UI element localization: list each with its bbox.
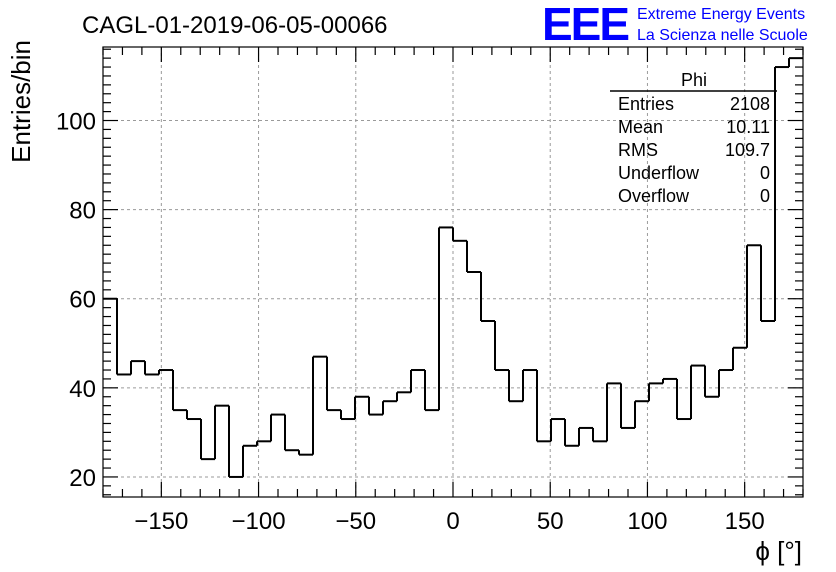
x-axis-label: ϕ [°] bbox=[755, 536, 802, 566]
x-tick-label: −150 bbox=[134, 508, 188, 535]
stats-title: Phi bbox=[681, 70, 707, 90]
x-tick-label: −100 bbox=[232, 508, 286, 535]
y-tick-label: 20 bbox=[69, 465, 96, 492]
eee-logo-letters: EEE bbox=[542, 0, 628, 50]
stats-row-label: Overflow bbox=[618, 186, 690, 206]
x-tick-label: 50 bbox=[537, 508, 564, 535]
x-tick-label: −50 bbox=[335, 508, 376, 535]
x-tick-label: 0 bbox=[446, 508, 459, 535]
stats-row-value: 0 bbox=[760, 163, 770, 183]
stats-row-value: 2108 bbox=[730, 94, 770, 114]
stats-row-label: Underflow bbox=[618, 163, 700, 183]
stats-row-label: Entries bbox=[618, 94, 674, 114]
y-tick-label: 60 bbox=[69, 287, 96, 314]
y-tick-label: 100 bbox=[56, 109, 96, 136]
logo-line-1: Extreme Energy Events bbox=[637, 6, 805, 23]
logo-line-2: La Scienza nelle Scuole bbox=[637, 27, 808, 44]
stats-row-label: RMS bbox=[618, 140, 658, 160]
x-tick-label: 100 bbox=[627, 508, 667, 535]
y-tick-label: 80 bbox=[69, 198, 96, 225]
stats-row-value: 0 bbox=[760, 186, 770, 206]
stats-row-value: 109.7 bbox=[725, 140, 770, 160]
stats-row-value: 10.11 bbox=[726, 117, 770, 137]
eee-logo: EEE Extreme Energy Events La Scienza nel… bbox=[542, 0, 808, 50]
axes-layer: −150 −100 −50 0 50 100 150 20 40 60 80 100 bbox=[56, 46, 804, 535]
stats-row-label: Mean bbox=[618, 117, 663, 137]
stats-rows: Entries 2108 Mean 10.11 RMS 109.7 Underflow 0 Ov… bbox=[618, 94, 770, 206]
stats-box: Phi Entries 2108 Mean 10.11 RMS 109.7 Underflo… bbox=[610, 70, 777, 206]
grid-layer bbox=[103, 47, 803, 497]
y-tick-label: 40 bbox=[69, 376, 96, 403]
x-tick-label: 150 bbox=[725, 508, 765, 535]
y-axis-label: Entries/bin bbox=[6, 40, 36, 163]
chart-title: CAGL-01-2019-06-05-00066 bbox=[82, 12, 388, 39]
